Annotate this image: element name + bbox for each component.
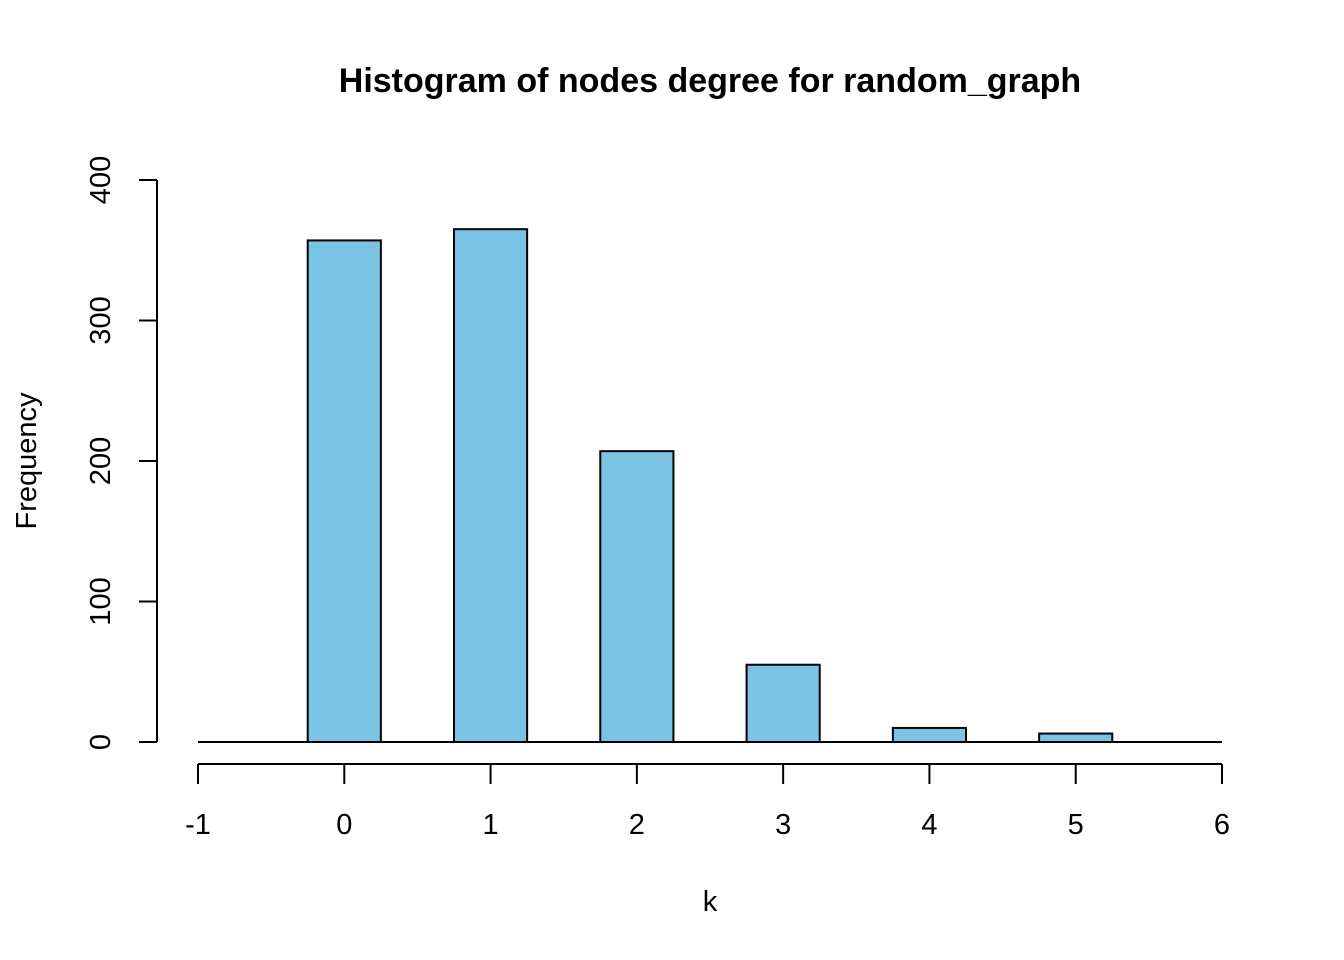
x-tick-label-6: 6 (1214, 809, 1230, 841)
y-tick-label-400: 400 (85, 156, 117, 204)
bar-0 (306, 239, 382, 743)
bars-layer (306, 228, 1114, 744)
x-tick-label-3: 3 (775, 809, 791, 841)
y-tick-label-100: 100 (85, 577, 117, 625)
y-axis: 0 100 200 300 400 (85, 156, 158, 750)
bar-5 (1038, 732, 1114, 744)
bar-1 (453, 228, 529, 744)
x-axis: -1 0 1 2 3 4 5 6 (185, 763, 1230, 841)
x-tick-label-2: 2 (629, 809, 645, 841)
y-axis-label: Frequency (11, 392, 43, 530)
x-axis-label: k (703, 886, 718, 918)
x-tick-label-4: 4 (921, 809, 937, 841)
x-tick-label-0: 0 (336, 809, 352, 841)
y-tick-label-300: 300 (85, 296, 117, 344)
x-tick-label-5: 5 (1068, 809, 1084, 841)
chart-title: Histogram of nodes degree for random_gra… (339, 62, 1081, 100)
bar-2 (599, 450, 675, 743)
y-tick-label-200: 200 (85, 437, 117, 485)
bar-3 (745, 663, 821, 743)
x-tick-label--1: -1 (185, 809, 211, 841)
y-tick-label-0: 0 (85, 734, 117, 750)
bar-4 (891, 726, 967, 744)
x-tick-label-1: 1 (483, 809, 499, 841)
